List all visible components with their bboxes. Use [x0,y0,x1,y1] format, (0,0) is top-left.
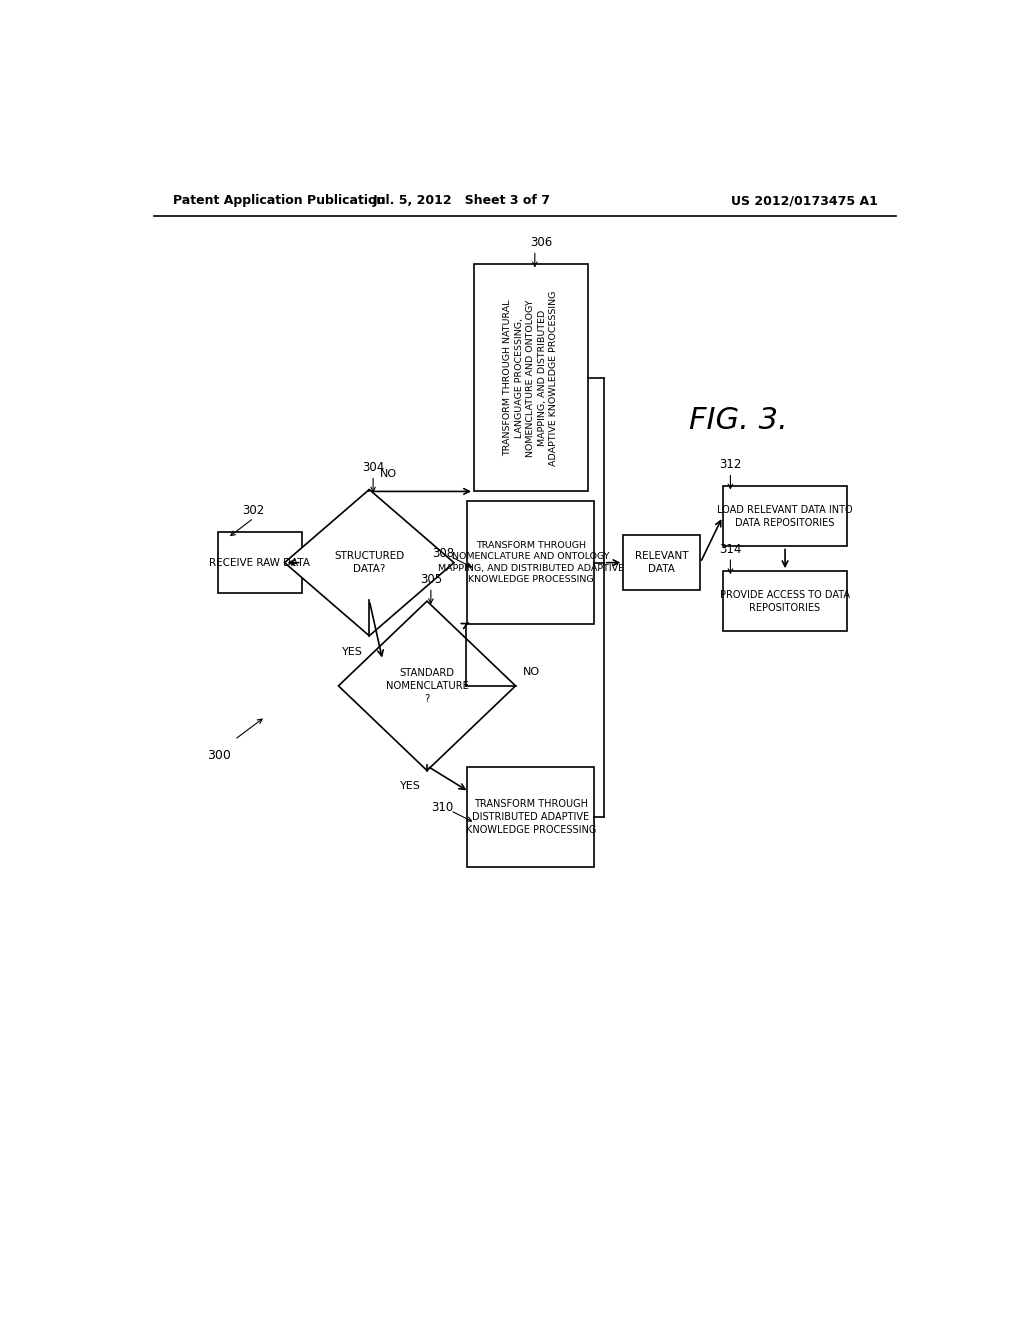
Bar [467,502,595,624]
Bar [467,767,595,867]
Text: YES: YES [342,647,362,656]
Text: LOAD RELEVANT DATA INTO
DATA REPOSITORIES: LOAD RELEVANT DATA INTO DATA REPOSITORIE… [717,506,853,528]
Text: RELEVANT
DATA: RELEVANT DATA [635,552,688,574]
Text: NO: NO [523,667,541,677]
Text: STANDARD
NOMENCLATURE
?: STANDARD NOMENCLATURE ? [386,668,468,704]
Text: 302: 302 [243,504,265,517]
Text: 312: 312 [719,458,741,471]
Text: 308: 308 [432,546,454,560]
Text: TRANSFORM THROUGH NATURAL
LANGUAGE PROCESSING,
NOMENCLATURE AND ONTOLOGY
MAPPING: TRANSFORM THROUGH NATURAL LANGUAGE PROCE… [504,290,558,466]
Text: 314: 314 [719,543,741,556]
Text: 306: 306 [530,236,553,249]
Polygon shape [285,490,454,636]
Text: STRUCTURED
DATA?: STRUCTURED DATA? [334,552,404,574]
Text: US 2012/0173475 A1: US 2012/0173475 A1 [730,194,878,207]
Bar [624,535,700,590]
Text: TRANSFORM THROUGH
NOMENCLATURE AND ONTOLOGY
MAPPING, AND DISTRIBUTED ADAPTIVE
KN: TRANSFORM THROUGH NOMENCLATURE AND ONTOL… [438,541,624,585]
Bar [723,572,848,631]
Text: 304: 304 [362,462,384,474]
Text: NO: NO [380,469,397,479]
Bar [474,264,588,491]
Bar [218,532,301,594]
Text: YES: YES [399,781,421,791]
Text: Patent Application Publication: Patent Application Publication [173,194,385,207]
Text: PROVIDE ACCESS TO DATA
REPOSITORIES: PROVIDE ACCESS TO DATA REPOSITORIES [720,590,850,612]
Text: RECEIVE RAW DATA: RECEIVE RAW DATA [210,557,310,568]
Text: FIG. 3.: FIG. 3. [689,405,788,434]
Polygon shape [339,601,515,771]
Text: 305: 305 [420,573,442,586]
Text: Jul. 5, 2012   Sheet 3 of 7: Jul. 5, 2012 Sheet 3 of 7 [373,194,551,207]
Bar [723,487,848,546]
Text: 310: 310 [432,801,454,814]
Text: TRANSFORM THROUGH
DISTRIBUTED ADAPTIVE
KNOWLEDGE PROCESSING: TRANSFORM THROUGH DISTRIBUTED ADAPTIVE K… [466,799,596,834]
Text: 300: 300 [207,748,231,762]
